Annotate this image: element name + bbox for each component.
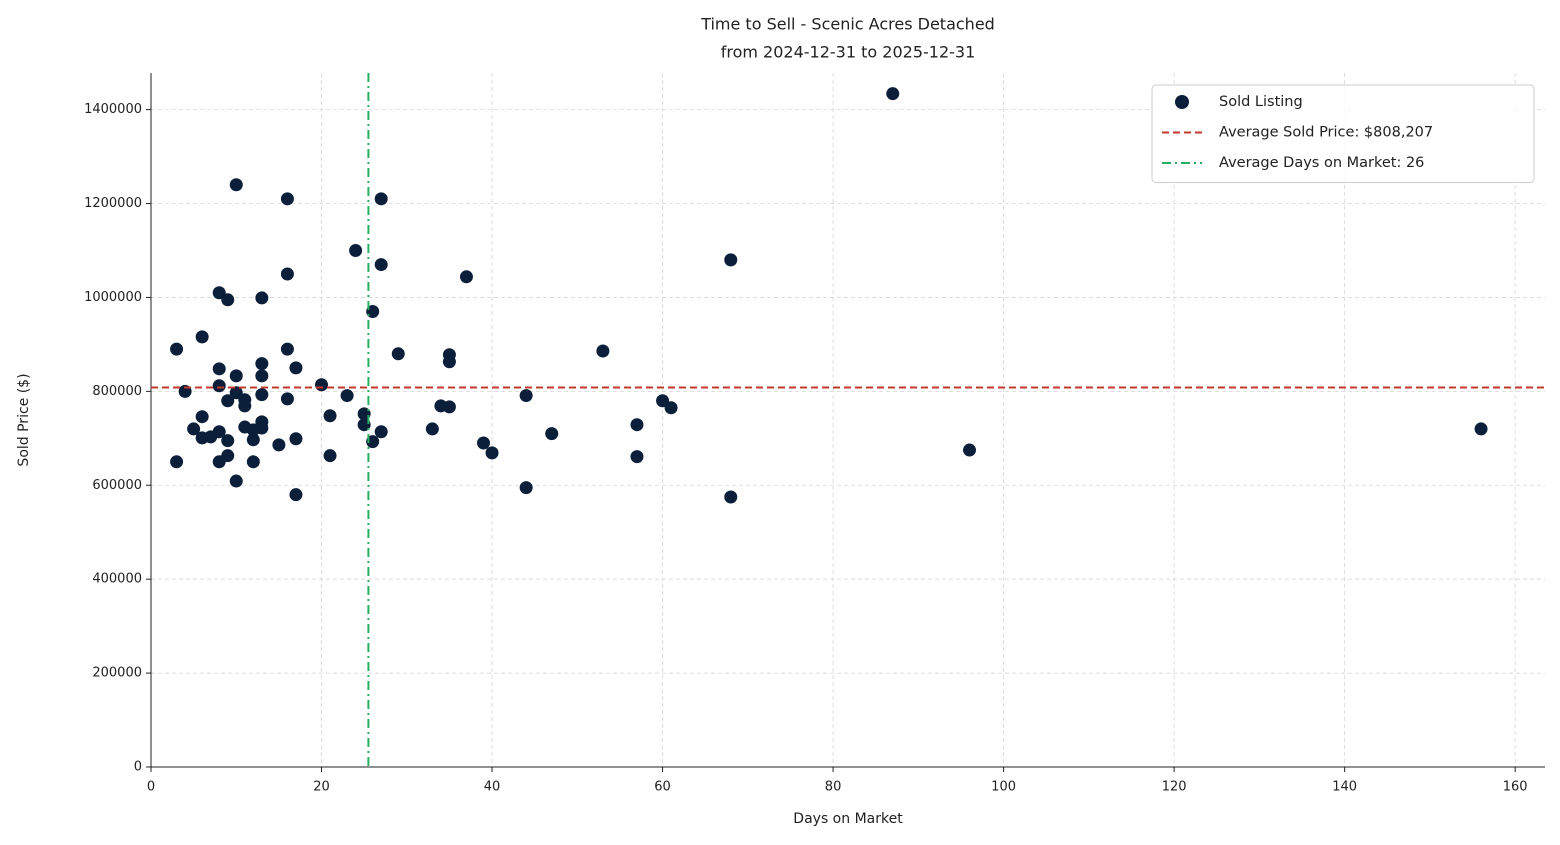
- point: [374, 425, 388, 439]
- point: [724, 253, 738, 267]
- point: [272, 438, 286, 452]
- x-tick-label: 140: [1332, 780, 1357, 795]
- point: [545, 427, 559, 441]
- point: [357, 407, 371, 421]
- x-tick-label: 100: [991, 780, 1016, 795]
- point: [221, 293, 235, 307]
- point: [357, 418, 371, 432]
- y-tick-label: 1400000: [84, 102, 142, 117]
- legend-box: [1151, 84, 1535, 183]
- point: [221, 394, 235, 408]
- point: [195, 330, 209, 344]
- point: [630, 450, 644, 464]
- point: [195, 410, 209, 424]
- point: [366, 435, 380, 449]
- point: [255, 369, 269, 383]
- point: [374, 258, 388, 272]
- y-tick-label: 200000: [92, 666, 142, 681]
- chart-subtitle: from 2024-12-31 to 2025-12-31: [721, 43, 976, 62]
- x-tick-label: 80: [825, 780, 842, 795]
- point: [664, 401, 678, 415]
- point: [229, 178, 243, 192]
- point: [962, 443, 976, 457]
- point: [1474, 422, 1488, 436]
- point: [366, 305, 380, 319]
- legend-marker: [1175, 95, 1189, 109]
- point: [212, 425, 226, 439]
- point: [170, 342, 184, 356]
- legend-label: Sold Listing: [1219, 94, 1303, 110]
- point: [255, 291, 269, 305]
- point: [280, 267, 294, 281]
- legend-label: Average Days on Market: 26: [1219, 155, 1424, 171]
- point: [280, 192, 294, 206]
- point: [425, 422, 439, 436]
- point: [596, 344, 610, 358]
- point: [238, 399, 252, 413]
- point: [374, 192, 388, 206]
- point: [323, 409, 337, 423]
- point: [724, 490, 738, 504]
- point: [289, 488, 303, 502]
- point: [289, 432, 303, 446]
- x-tick-label: 20: [313, 780, 330, 795]
- point: [442, 355, 456, 369]
- point: [323, 449, 337, 463]
- x-tick-label: 60: [654, 780, 671, 795]
- legend-label: Average Sold Price: $808,207: [1219, 125, 1433, 141]
- point: [349, 243, 363, 257]
- point: [280, 342, 294, 356]
- point: [212, 379, 226, 393]
- point: [340, 389, 354, 403]
- x-tick-label: 40: [484, 780, 501, 795]
- point: [886, 87, 900, 101]
- point: [246, 455, 260, 469]
- y-tick-label: 600000: [92, 478, 142, 493]
- point: [255, 388, 269, 402]
- point: [289, 361, 303, 375]
- point: [221, 434, 235, 448]
- point: [221, 449, 235, 463]
- point: [229, 369, 243, 383]
- point: [212, 362, 226, 376]
- point: [170, 455, 184, 469]
- point: [280, 392, 294, 406]
- point: [246, 423, 260, 437]
- point: [255, 357, 269, 371]
- point: [246, 433, 260, 447]
- y-tick-label: 1000000: [84, 290, 142, 305]
- x-tick-label: 0: [147, 780, 155, 795]
- y-axis-label: Sold Price ($): [16, 373, 32, 466]
- x-tick-label: 120: [1162, 780, 1187, 795]
- y-tick-label: 400000: [92, 572, 142, 587]
- x-axis-label: Days on Market: [793, 811, 903, 827]
- chart-title: Time to Sell - Scenic Acres Detached: [700, 15, 995, 34]
- x-tick-label: 160: [1503, 780, 1528, 795]
- y-tick-label: 1200000: [84, 196, 142, 211]
- point: [229, 474, 243, 488]
- point: [391, 347, 405, 361]
- point: [315, 378, 329, 392]
- point: [477, 436, 491, 450]
- y-tick-label: 0: [134, 760, 142, 775]
- point: [442, 400, 456, 414]
- point: [519, 481, 533, 495]
- y-tick-label: 800000: [92, 384, 142, 399]
- point: [485, 446, 499, 460]
- point: [187, 422, 201, 436]
- point: [630, 418, 644, 432]
- point: [519, 389, 533, 403]
- point: [459, 270, 473, 284]
